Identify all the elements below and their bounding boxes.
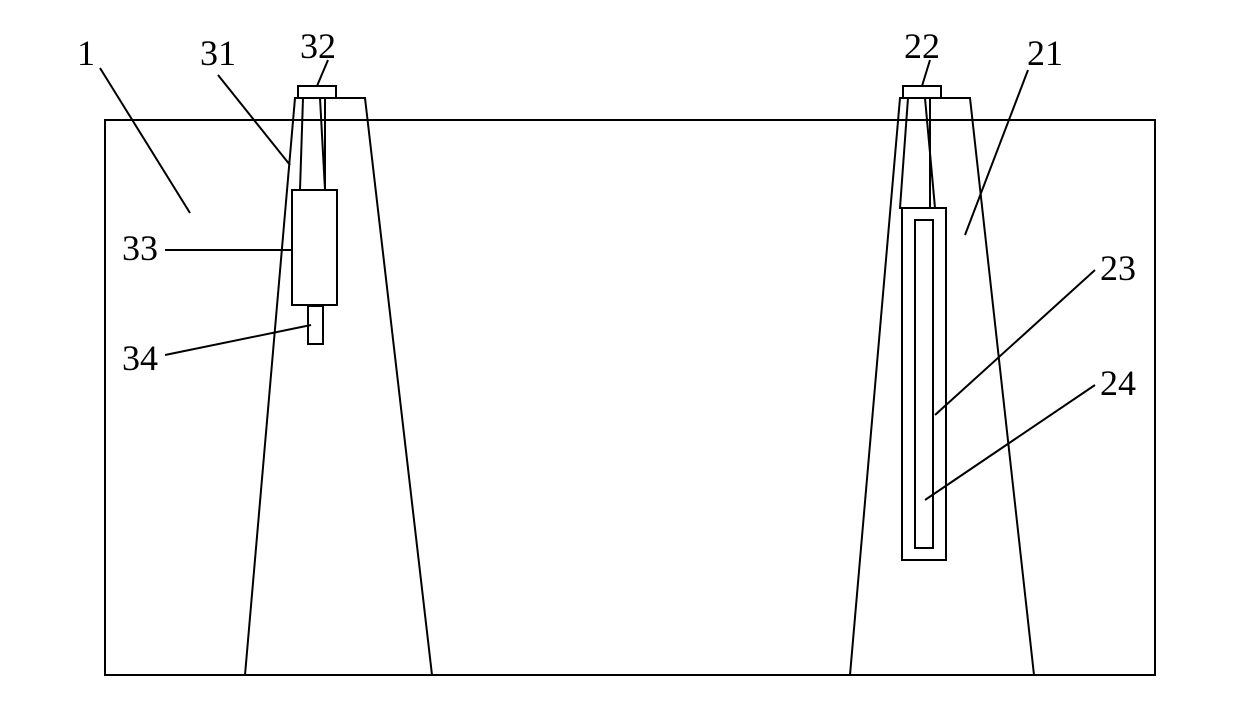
- leader-line-23: [935, 270, 1095, 415]
- label-24: 24: [1100, 363, 1136, 403]
- left-tower-outer-31: [245, 98, 432, 675]
- left-tower-cap-32: [298, 86, 336, 98]
- technical-diagram: 1 31 33 34 32 22 21 23 24: [0, 0, 1239, 709]
- label-34: 34: [122, 338, 158, 378]
- frame-1: [105, 120, 1155, 675]
- left-tower-box-33: [292, 190, 337, 305]
- label-33: 33: [122, 228, 158, 268]
- right-tower: [850, 86, 1034, 675]
- right-tower-cap-22: [903, 86, 941, 98]
- left-tower-inner-top: [300, 98, 325, 190]
- label-1: 1: [77, 33, 95, 73]
- label-layer: 1 31 33 34 32 22 21 23 24: [77, 26, 1136, 500]
- right-tower-outer-box-23: [902, 208, 946, 560]
- label-22: 22: [904, 26, 940, 66]
- label-21: 21: [1027, 33, 1063, 73]
- left-tower: [245, 86, 432, 675]
- leader-line-21: [965, 70, 1028, 235]
- label-32: 32: [300, 26, 336, 66]
- right-tower-inner-box-24: [915, 220, 933, 548]
- leader-line-1: [100, 68, 190, 213]
- leader-line-34: [165, 325, 311, 355]
- label-23: 23: [1100, 248, 1136, 288]
- label-31: 31: [200, 33, 236, 73]
- right-tower-outer-21: [850, 98, 1034, 675]
